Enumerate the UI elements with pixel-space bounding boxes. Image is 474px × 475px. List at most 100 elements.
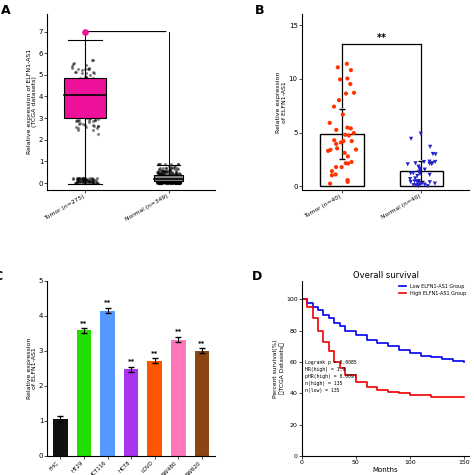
Point [166, 177, 173, 185]
Point [81, 97, 88, 105]
Point [169, 178, 177, 186]
Point [173, 178, 181, 186]
Point [173, 174, 181, 181]
Point [90, 105, 98, 113]
Point [85, 64, 93, 72]
Point [172, 173, 179, 180]
Point [88, 95, 96, 102]
Point [429, 150, 437, 158]
Point [176, 179, 184, 186]
Point [173, 168, 180, 175]
Point [155, 173, 163, 181]
Point [173, 177, 181, 184]
Point [155, 179, 163, 186]
Point [72, 179, 79, 187]
Point [89, 90, 96, 98]
Point [76, 86, 84, 94]
Point [156, 171, 164, 179]
Point [166, 179, 173, 186]
Point [90, 75, 97, 82]
Point [342, 90, 350, 97]
Point [176, 171, 184, 179]
Point [73, 116, 81, 124]
Point [174, 179, 182, 187]
Point [159, 175, 167, 182]
Point [165, 176, 173, 183]
Point [165, 176, 173, 184]
Point [155, 160, 162, 167]
Point [341, 131, 349, 139]
High ELFN1-AS1 Group [418, 392, 423, 398]
Point [176, 176, 183, 183]
Point [91, 123, 98, 130]
Point [416, 170, 424, 178]
Point [327, 146, 334, 153]
Point [166, 171, 174, 179]
Point [171, 162, 179, 170]
Point [171, 170, 179, 178]
Point [326, 180, 334, 188]
Point [83, 87, 91, 95]
Point [162, 178, 170, 185]
Point [94, 86, 101, 94]
Point [167, 177, 174, 184]
Point [169, 177, 177, 185]
Point [420, 158, 428, 166]
Point [75, 116, 82, 124]
Point [158, 179, 166, 187]
Point [163, 177, 170, 185]
Point [348, 137, 356, 145]
Point [169, 177, 176, 185]
Point [414, 181, 422, 189]
Text: **: ** [174, 329, 182, 335]
Point [424, 182, 431, 190]
Point [87, 91, 95, 99]
Point [344, 178, 351, 186]
Point [410, 181, 417, 189]
Point [93, 124, 101, 131]
High ELFN1-AS1 Group [396, 390, 402, 396]
Point [173, 164, 181, 171]
Point [76, 174, 84, 181]
Point [156, 176, 164, 184]
Point [77, 79, 84, 86]
Point [156, 176, 164, 184]
Low ELFN1-AS1 Group [331, 320, 337, 326]
Point [175, 179, 182, 187]
Point [90, 175, 97, 183]
Point [159, 167, 167, 174]
Point [168, 176, 176, 184]
Point [72, 68, 79, 76]
Point [87, 86, 94, 94]
Point [76, 106, 83, 114]
Point [176, 173, 183, 181]
Point [157, 174, 164, 182]
Point [72, 82, 79, 89]
Point [87, 96, 95, 104]
Point [330, 103, 338, 110]
Point [80, 84, 87, 91]
Low ELFN1-AS1 Group [450, 358, 456, 363]
Point [175, 173, 183, 181]
Point [85, 94, 92, 101]
Point [160, 175, 168, 182]
Point [165, 162, 173, 170]
Point [89, 68, 97, 76]
Point [94, 101, 101, 109]
Point [326, 119, 334, 127]
Point [86, 104, 93, 111]
Point [167, 177, 174, 185]
Point [332, 163, 340, 171]
High ELFN1-AS1 Group [315, 328, 321, 333]
Point [350, 129, 357, 137]
Point [154, 179, 162, 186]
Point [166, 171, 173, 179]
Point [169, 172, 176, 180]
Point [171, 179, 179, 187]
Point [73, 179, 81, 186]
Point [167, 178, 174, 185]
Point [81, 28, 89, 35]
Point [75, 77, 82, 85]
Low ELFN1-AS1 Group [407, 350, 413, 356]
Point [70, 99, 77, 106]
